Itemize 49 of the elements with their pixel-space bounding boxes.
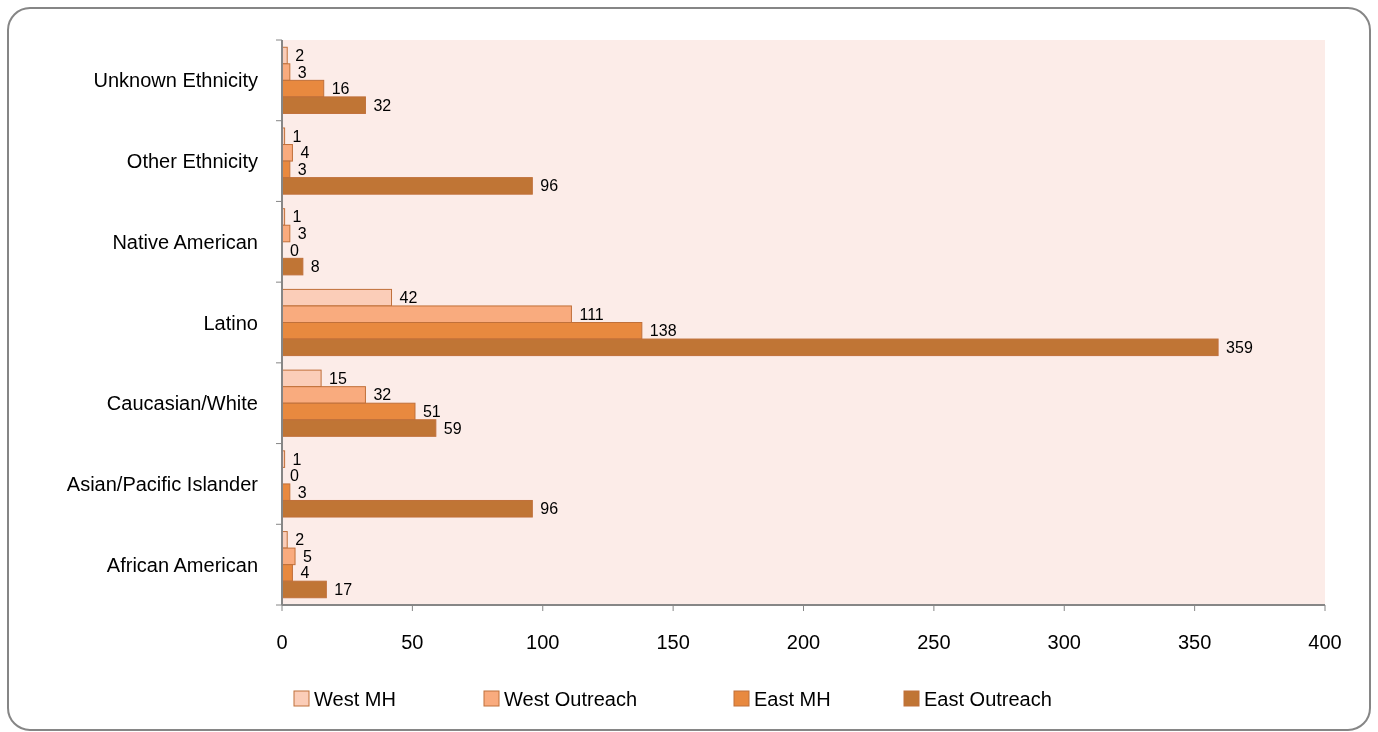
- data-label: 51: [422, 402, 441, 420]
- y-tick-label: African American: [106, 553, 258, 576]
- data-label: 32: [373, 386, 392, 404]
- data-label: 4: [300, 144, 310, 162]
- data-label: 32: [373, 96, 392, 114]
- data-label: 8: [310, 258, 320, 276]
- y-tick-label: Other Ethnicity: [126, 150, 258, 173]
- x-tick-label: 300: [1047, 631, 1081, 653]
- data-label: 111: [579, 305, 604, 323]
- y-tick-label: Native American: [112, 230, 258, 253]
- x-tick-label: 250: [917, 631, 951, 653]
- data-label: 96: [540, 177, 559, 195]
- data-label: 3: [297, 63, 307, 81]
- x-tick-label: 350: [1177, 631, 1212, 653]
- x-tick-label: 400: [1308, 631, 1342, 653]
- data-label: 4: [300, 564, 310, 582]
- data-label: 59: [443, 419, 462, 437]
- x-tick-label: 150: [656, 631, 690, 653]
- data-label: 96: [540, 500, 559, 518]
- legend-label: West Outreach: [504, 688, 638, 710]
- legend-label: East MH: [754, 688, 831, 710]
- data-label: 138: [649, 322, 677, 340]
- y-tick-label: Unknown Ethnicity: [93, 69, 258, 92]
- data-label: 3: [297, 225, 307, 243]
- x-tick-label: 50: [401, 631, 424, 653]
- data-label: 1: [292, 208, 302, 226]
- data-label: 1: [292, 450, 302, 468]
- data-label: 3: [297, 160, 307, 178]
- data-label: 0: [290, 241, 299, 259]
- data-label: 42: [399, 289, 418, 307]
- data-label: 0: [290, 467, 299, 485]
- data-label: 5: [303, 547, 313, 565]
- data-label: 1: [292, 127, 302, 145]
- data-label: 2: [295, 531, 305, 549]
- data-label: 17: [334, 580, 353, 598]
- x-tick-label: 0: [276, 631, 288, 653]
- legend-label: East Outreach: [924, 688, 1052, 710]
- y-tick-label: Asian/Pacific Islander: [66, 472, 259, 495]
- data-label: 3: [297, 483, 307, 501]
- data-label: 2: [295, 47, 305, 65]
- data-label: 16: [331, 80, 350, 98]
- legend-label: West MH: [314, 688, 396, 710]
- data-label: 15: [329, 369, 348, 387]
- bar: [281, 257, 304, 276]
- y-tick-label: Latino: [203, 311, 258, 334]
- x-tick-label: 200: [786, 631, 821, 653]
- data-label: 359: [1226, 338, 1253, 356]
- x-tick-label: 100: [526, 631, 560, 653]
- y-tick-label: Caucasian/White: [106, 392, 258, 415]
